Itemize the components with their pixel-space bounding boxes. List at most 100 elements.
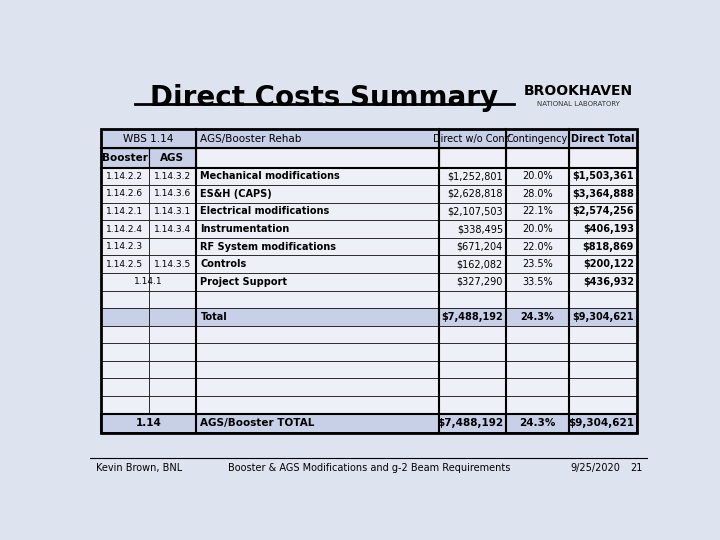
Bar [196,167,438,185]
Text: Mechanical modifications: Mechanical modifications [200,171,341,181]
Bar [101,129,636,433]
Bar [148,148,196,167]
Bar [505,148,569,167]
Text: AGS: AGS [161,153,184,163]
Text: 20.0%: 20.0% [522,171,552,181]
Bar [101,343,148,361]
Bar [148,255,196,273]
Bar [569,396,637,414]
Bar [101,361,148,379]
Bar [196,308,438,326]
Bar [505,343,569,361]
Bar [569,202,637,220]
Bar [569,220,637,238]
Text: $7,488,192: $7,488,192 [437,418,503,428]
Bar [196,343,438,361]
Bar [438,361,505,379]
Text: Instrumentation: Instrumentation [200,224,289,234]
Bar [148,238,196,255]
Bar [148,343,196,361]
Bar [148,273,196,291]
Text: 1.14.2.6: 1.14.2.6 [107,190,143,198]
Text: 21: 21 [630,463,642,473]
Bar [196,361,438,379]
Bar [148,167,196,185]
Bar [148,326,196,343]
Text: $406,193: $406,193 [583,224,634,234]
Bar [101,414,196,433]
Bar [505,379,569,396]
Text: BROOKHAVEN: BROOKHAVEN [523,84,633,98]
Text: Project Support: Project Support [200,277,287,287]
Bar [505,361,569,379]
Text: Kevin Brown, BNL: Kevin Brown, BNL [96,463,182,473]
Bar [438,255,505,273]
Bar [196,396,438,414]
Bar [196,220,438,238]
Bar [101,129,636,433]
Bar [569,185,637,202]
Bar [148,291,196,308]
Text: 24.3%: 24.3% [519,418,555,428]
Bar [505,185,569,202]
Text: 1.14.3.6: 1.14.3.6 [153,190,191,198]
Bar [505,238,569,255]
Text: 1.14.3.1: 1.14.3.1 [153,207,191,216]
Bar [101,129,196,149]
Bar [148,202,196,220]
Bar [505,220,569,238]
Bar [505,291,569,308]
Bar [148,308,196,326]
Text: $7,488,192: $7,488,192 [441,312,503,322]
Bar [505,326,569,343]
Text: WBS 1.14: WBS 1.14 [123,134,174,144]
Bar [438,220,505,238]
Bar [148,379,196,396]
Text: 1.14.1: 1.14.1 [134,277,163,286]
Text: $436,932: $436,932 [583,277,634,287]
Text: 1.14: 1.14 [135,418,161,428]
Bar [505,129,569,149]
Bar [569,414,637,433]
Text: $671,204: $671,204 [456,241,503,252]
Bar [569,148,637,167]
Text: ES&H (CAPS): ES&H (CAPS) [200,189,272,199]
Bar [101,202,148,220]
Bar [438,308,505,326]
Text: 22.0%: 22.0% [522,241,553,252]
Bar [101,185,148,202]
Bar [101,255,148,273]
Bar [438,291,505,308]
Text: 1.14.2.3: 1.14.2.3 [107,242,143,251]
Bar [196,202,438,220]
Text: $2,628,818: $2,628,818 [447,189,503,199]
Bar [505,308,569,326]
Text: $327,290: $327,290 [456,277,503,287]
Text: Electrical modifications: Electrical modifications [200,206,330,217]
Bar [438,129,505,149]
Text: Booster: Booster [102,153,148,163]
Bar [505,414,569,433]
Bar [505,396,569,414]
Bar [569,308,637,326]
Bar [196,255,438,273]
Bar [569,255,637,273]
Bar [569,291,637,308]
Bar [101,379,148,396]
Text: Controls: Controls [200,259,247,269]
Bar [569,238,637,255]
Bar [196,273,438,291]
Text: 1.14.3.4: 1.14.3.4 [154,225,191,233]
Text: Total: Total [200,312,228,322]
Bar [196,129,438,149]
Bar [569,326,637,343]
Bar [196,291,438,308]
Bar [196,148,438,167]
Bar [438,167,505,185]
Text: 1.14.3.2: 1.14.3.2 [154,172,191,181]
Bar [148,396,196,414]
Text: 22.1%: 22.1% [522,206,553,217]
Bar [438,414,505,433]
Text: Booster & AGS Modifications and g-2 Beam Requirements: Booster & AGS Modifications and g-2 Beam… [228,463,510,473]
Text: RF System modifications: RF System modifications [200,241,336,252]
